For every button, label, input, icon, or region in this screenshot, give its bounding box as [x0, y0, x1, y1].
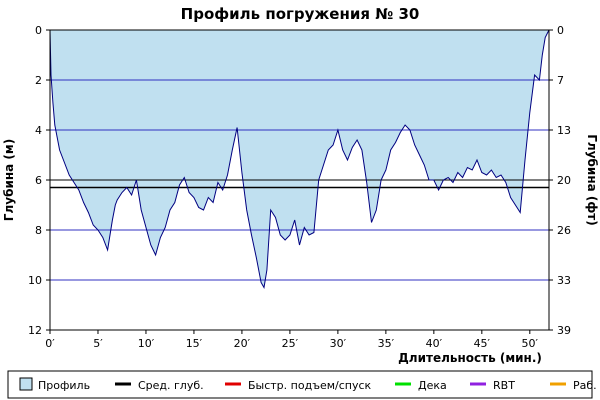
legend-label: Дека [418, 379, 447, 392]
y-tick-label-right: 33 [557, 274, 571, 287]
y-tick-label-left: 12 [28, 324, 42, 337]
y-tick-label-left: 2 [35, 74, 42, 87]
y-tick-label-right: 39 [557, 324, 571, 337]
legend-label: Раб. [573, 379, 597, 392]
y-tick-label-left: 10 [28, 274, 42, 287]
x-tick-label: 15′ [186, 337, 203, 350]
chart-title: Профиль погружения № 30 [181, 5, 420, 23]
y-tick-label-right: 26 [557, 224, 571, 237]
x-tick-label: 40′ [426, 337, 443, 350]
legend-label: Сред. глуб. [138, 379, 204, 392]
x-tick-label: 0′ [45, 337, 55, 350]
x-tick-label: 35′ [378, 337, 395, 350]
x-tick-label: 10′ [138, 337, 155, 350]
x-tick-label: 25′ [282, 337, 299, 350]
y-tick-label-left: 4 [35, 124, 42, 137]
y-tick-label-right: 7 [557, 74, 564, 87]
x-tick-label: 50′ [522, 337, 539, 350]
legend-label: Быстр. подъем/спуск [248, 379, 372, 392]
y-tick-label-left: 8 [35, 224, 42, 237]
y-tick-label-right: 20 [557, 174, 571, 187]
y-axis-label-left: Глубина (м) [2, 139, 16, 221]
plot-area: 0 2 4 6 8 10 12 0 7 13 20 26 33 39 0′ 5′ 10′ 15′ 20′ 25′ 30′… [28, 24, 571, 350]
y-tick-label-right: 13 [557, 124, 571, 137]
legend-label: Профиль [38, 379, 90, 392]
legend-label: RBT [493, 379, 515, 392]
y-axis-label-right: Глубина (фт) [585, 134, 599, 225]
y-tick-label-right: 0 [557, 24, 564, 37]
y-tick-label-left: 6 [35, 174, 42, 187]
legend: Профиль Сред. глуб. Быстр. подъем/спуск Дек… [7, 370, 597, 399]
profile-area [50, 30, 549, 288]
x-tick-label: 45′ [474, 337, 491, 350]
legend-swatch-profile [19, 377, 33, 391]
legend-box [7, 370, 593, 399]
x-tick-label: 30′ [330, 337, 347, 350]
y-tick-label-left: 0 [35, 24, 42, 37]
profile-line [49, 29, 550, 289]
x-tick-label: 20′ [234, 337, 251, 350]
x-tick-label: 5′ [93, 337, 103, 350]
x-axis-label: Длительность (мин.) [398, 351, 542, 365]
